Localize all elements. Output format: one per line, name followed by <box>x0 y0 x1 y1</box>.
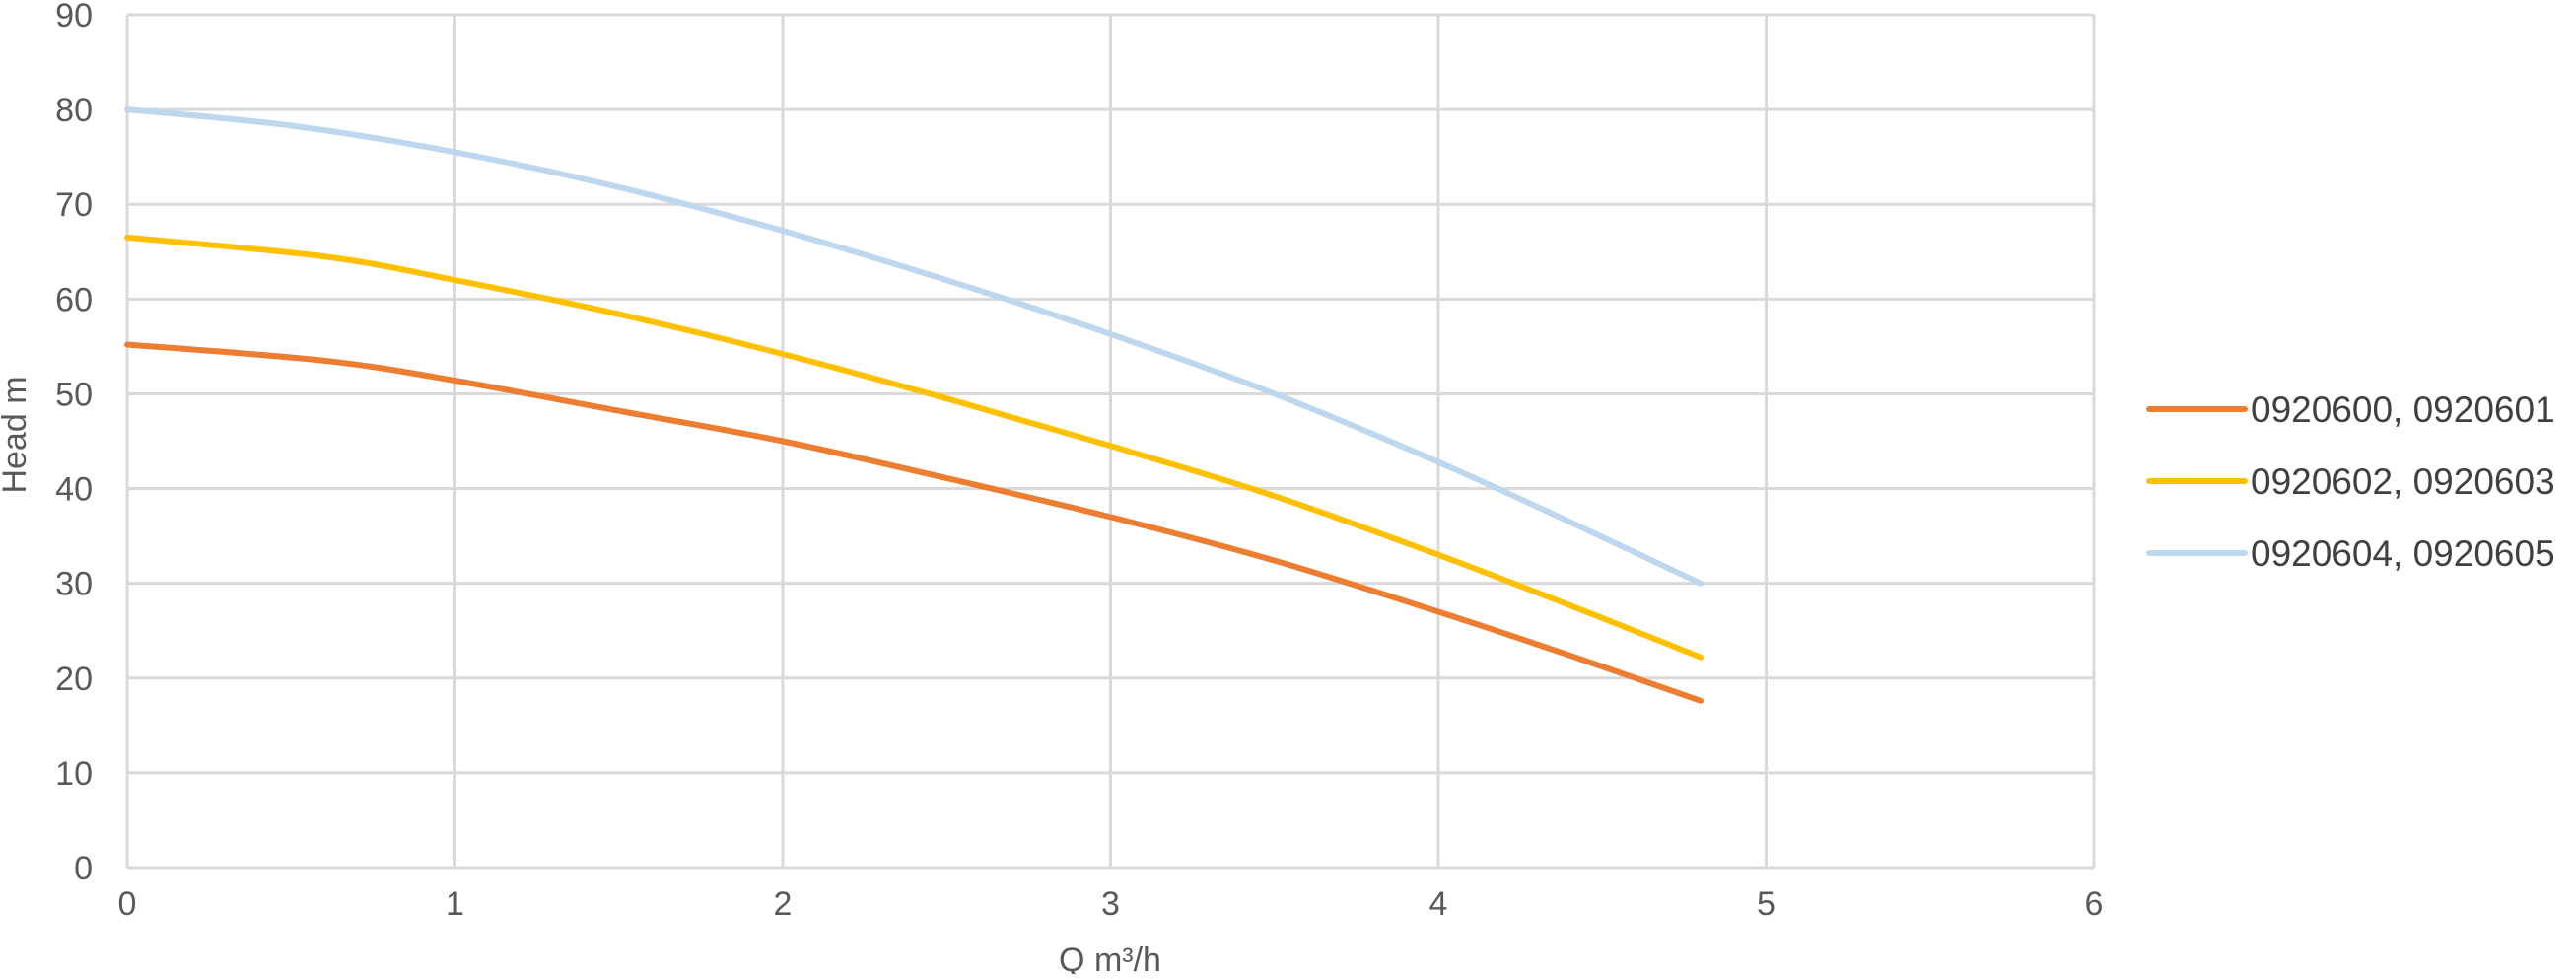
x-axis-title: Q m³/h <box>1059 942 1161 974</box>
grid <box>125 13 2096 870</box>
legend-label-1: 0920600, 0920601 <box>2251 389 2555 430</box>
y-tick-labels: 0 10 20 30 40 50 60 70 80 90 <box>55 0 93 887</box>
y-tick-label-70: 70 <box>55 186 93 224</box>
x-tick-labels: 0 1 2 3 4 5 6 <box>118 885 2104 923</box>
x-tick-label-0: 0 <box>118 885 137 923</box>
y-axis-title: Head m <box>0 376 34 493</box>
legend-label-2: 0920602, 0920603 <box>2251 461 2555 502</box>
x-tick-label-1: 1 <box>446 885 464 923</box>
x-tick-label-5: 5 <box>1757 885 1775 923</box>
series-line-3 <box>124 106 1704 587</box>
series-line-1 <box>124 341 1704 704</box>
x-tick-label-3: 3 <box>1101 885 1120 923</box>
series-line-2 <box>124 234 1704 661</box>
y-tick-label-10: 10 <box>55 755 93 793</box>
series-lines <box>124 106 1704 704</box>
x-tick-label-4: 4 <box>1429 885 1448 923</box>
legend-label-3: 0920604, 0920605 <box>2251 533 2555 574</box>
y-tick-label-30: 30 <box>55 566 93 603</box>
x-tick-label-2: 2 <box>774 885 793 923</box>
legend: 0920600, 0920601 0920602, 0920603 0920604,… <box>2146 389 2555 574</box>
y-tick-label-0: 0 <box>74 850 93 887</box>
y-tick-label-20: 20 <box>55 661 93 698</box>
x-tick-label-6: 6 <box>2085 885 2104 923</box>
y-tick-label-90: 90 <box>55 0 93 35</box>
y-tick-label-60: 60 <box>55 281 93 318</box>
y-tick-label-80: 80 <box>55 92 93 129</box>
y-tick-label-50: 50 <box>55 376 93 413</box>
y-tick-label-40: 40 <box>55 471 93 509</box>
